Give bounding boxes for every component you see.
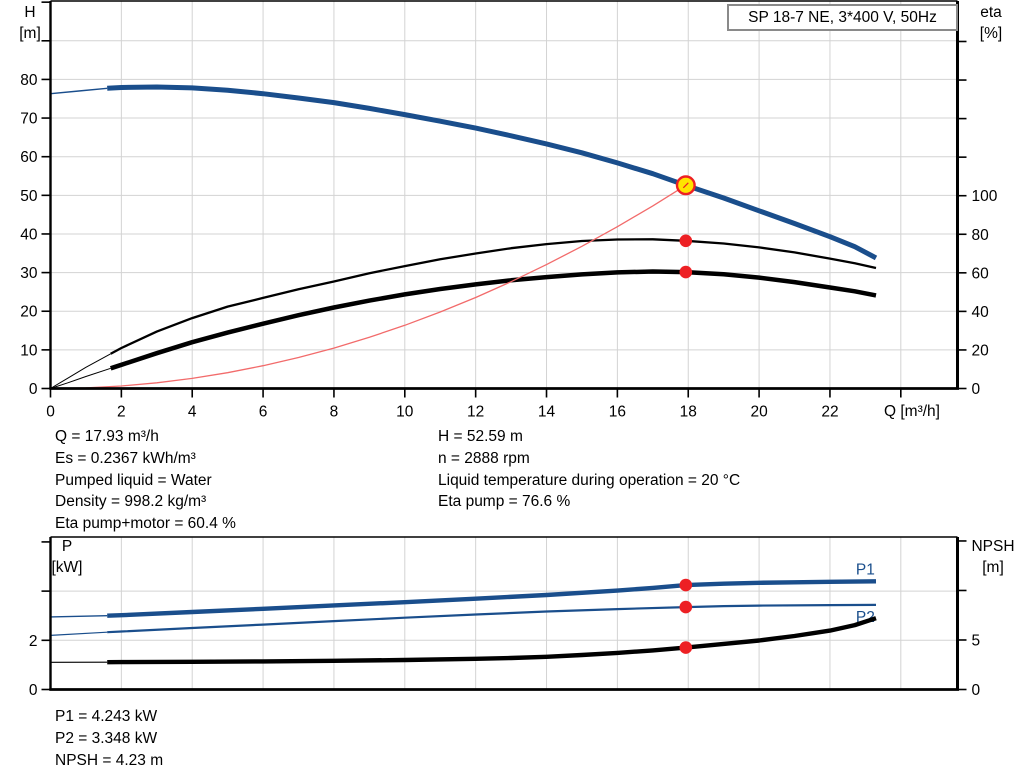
duty-info-right-column: H = 52.59 m n = 2888 rpm Liquid temperat… [438,426,740,513]
duty-info-left-column: Q = 17.93 m³/h Es = 0.2367 kWh/m³ Pumped… [55,426,236,535]
eta-axis-title-line2: [%] [979,25,1003,42]
svg-text:10: 10 [20,342,38,359]
h-axis-title: H [m] [8,2,52,44]
duty-specific-energy-value: Es = 0.2367 kWh/m³ [55,449,196,467]
svg-text:0: 0 [972,682,981,699]
duty-flow-value: Q = 17.93 m³/h [55,428,159,445]
h-axis-title-line1: H [24,4,36,21]
duty-pumped-liquid-value: Pumped liquid = Water [55,471,212,489]
eta-axis-title-line1: eta [980,4,1002,21]
svg-text:60: 60 [20,149,38,166]
svg-text:22: 22 [821,404,838,421]
duty-speed-value: n = 2888 rpm [438,449,530,467]
svg-text:20: 20 [750,404,768,421]
npsh-axis-title-line1: NPSH [971,538,1015,555]
svg-text:8: 8 [330,404,339,421]
svg-text:0: 0 [972,381,981,398]
svg-text:100: 100 [972,188,998,205]
svg-text:80: 80 [20,72,38,89]
svg-text:40: 40 [972,304,990,321]
svg-text:18: 18 [680,404,697,421]
svg-text:5: 5 [972,632,981,649]
svg-text:2: 2 [117,404,126,421]
svg-text:10: 10 [396,404,414,421]
npsh-axis-title: NPSH [m] [962,536,1024,578]
svg-text:20: 20 [20,304,38,321]
svg-text:80: 80 [972,227,990,244]
p1-value: P1 = 4.243 kW [55,708,158,725]
eta-axis-title: eta [%] [966,2,1016,44]
svg-text:20: 20 [972,342,990,359]
npsh-axis-title-line2: [m] [982,559,1004,576]
svg-text:0: 0 [29,381,38,398]
svg-text:4: 4 [188,404,197,421]
svg-text:P1: P1 [856,562,875,579]
svg-text:0: 0 [29,682,38,699]
svg-text:60: 60 [972,265,990,282]
p2-value: P2 = 3.348 kW [55,729,158,747]
svg-text:12: 12 [467,404,484,421]
svg-text:0: 0 [46,404,55,421]
p-axis-title-line1: P [61,538,73,555]
duty-density-value: Density = 998.2 kg/m³ [55,493,207,511]
svg-text:50: 50 [20,188,38,205]
svg-text:2: 2 [29,633,38,650]
h-axis-title-line2: [m] [19,25,41,42]
svg-text:40: 40 [20,226,38,243]
svg-text:6: 6 [259,404,268,421]
npsh-value: NPSH = 4.23 m [55,751,164,769]
svg-text:14: 14 [538,404,556,421]
p-axis-title: P [kW] [37,536,97,578]
pump-title-box: SP 18-7 NE, 3*400 V, 50Hz [727,4,958,31]
q-axis-title: Q [m³/h] [884,403,940,420]
power-info-block: P1 = 4.243 kW P2 = 3.348 kW NPSH = 4.23 … [55,706,163,771]
duty-head-value: H = 52.59 m [438,428,523,445]
duty-liquid-temperature-value: Liquid temperature during operation = 20… [438,471,741,489]
duty-eta-pump-value: Eta pump = 76.6 % [438,493,571,511]
svg-text:16: 16 [609,404,626,421]
duty-eta-pump-motor-value: Eta pump+motor = 60.4 % [55,515,236,533]
p-axis-title-line2: [kW] [51,559,83,576]
svg-text:70: 70 [20,111,38,128]
svg-text:30: 30 [20,265,38,282]
